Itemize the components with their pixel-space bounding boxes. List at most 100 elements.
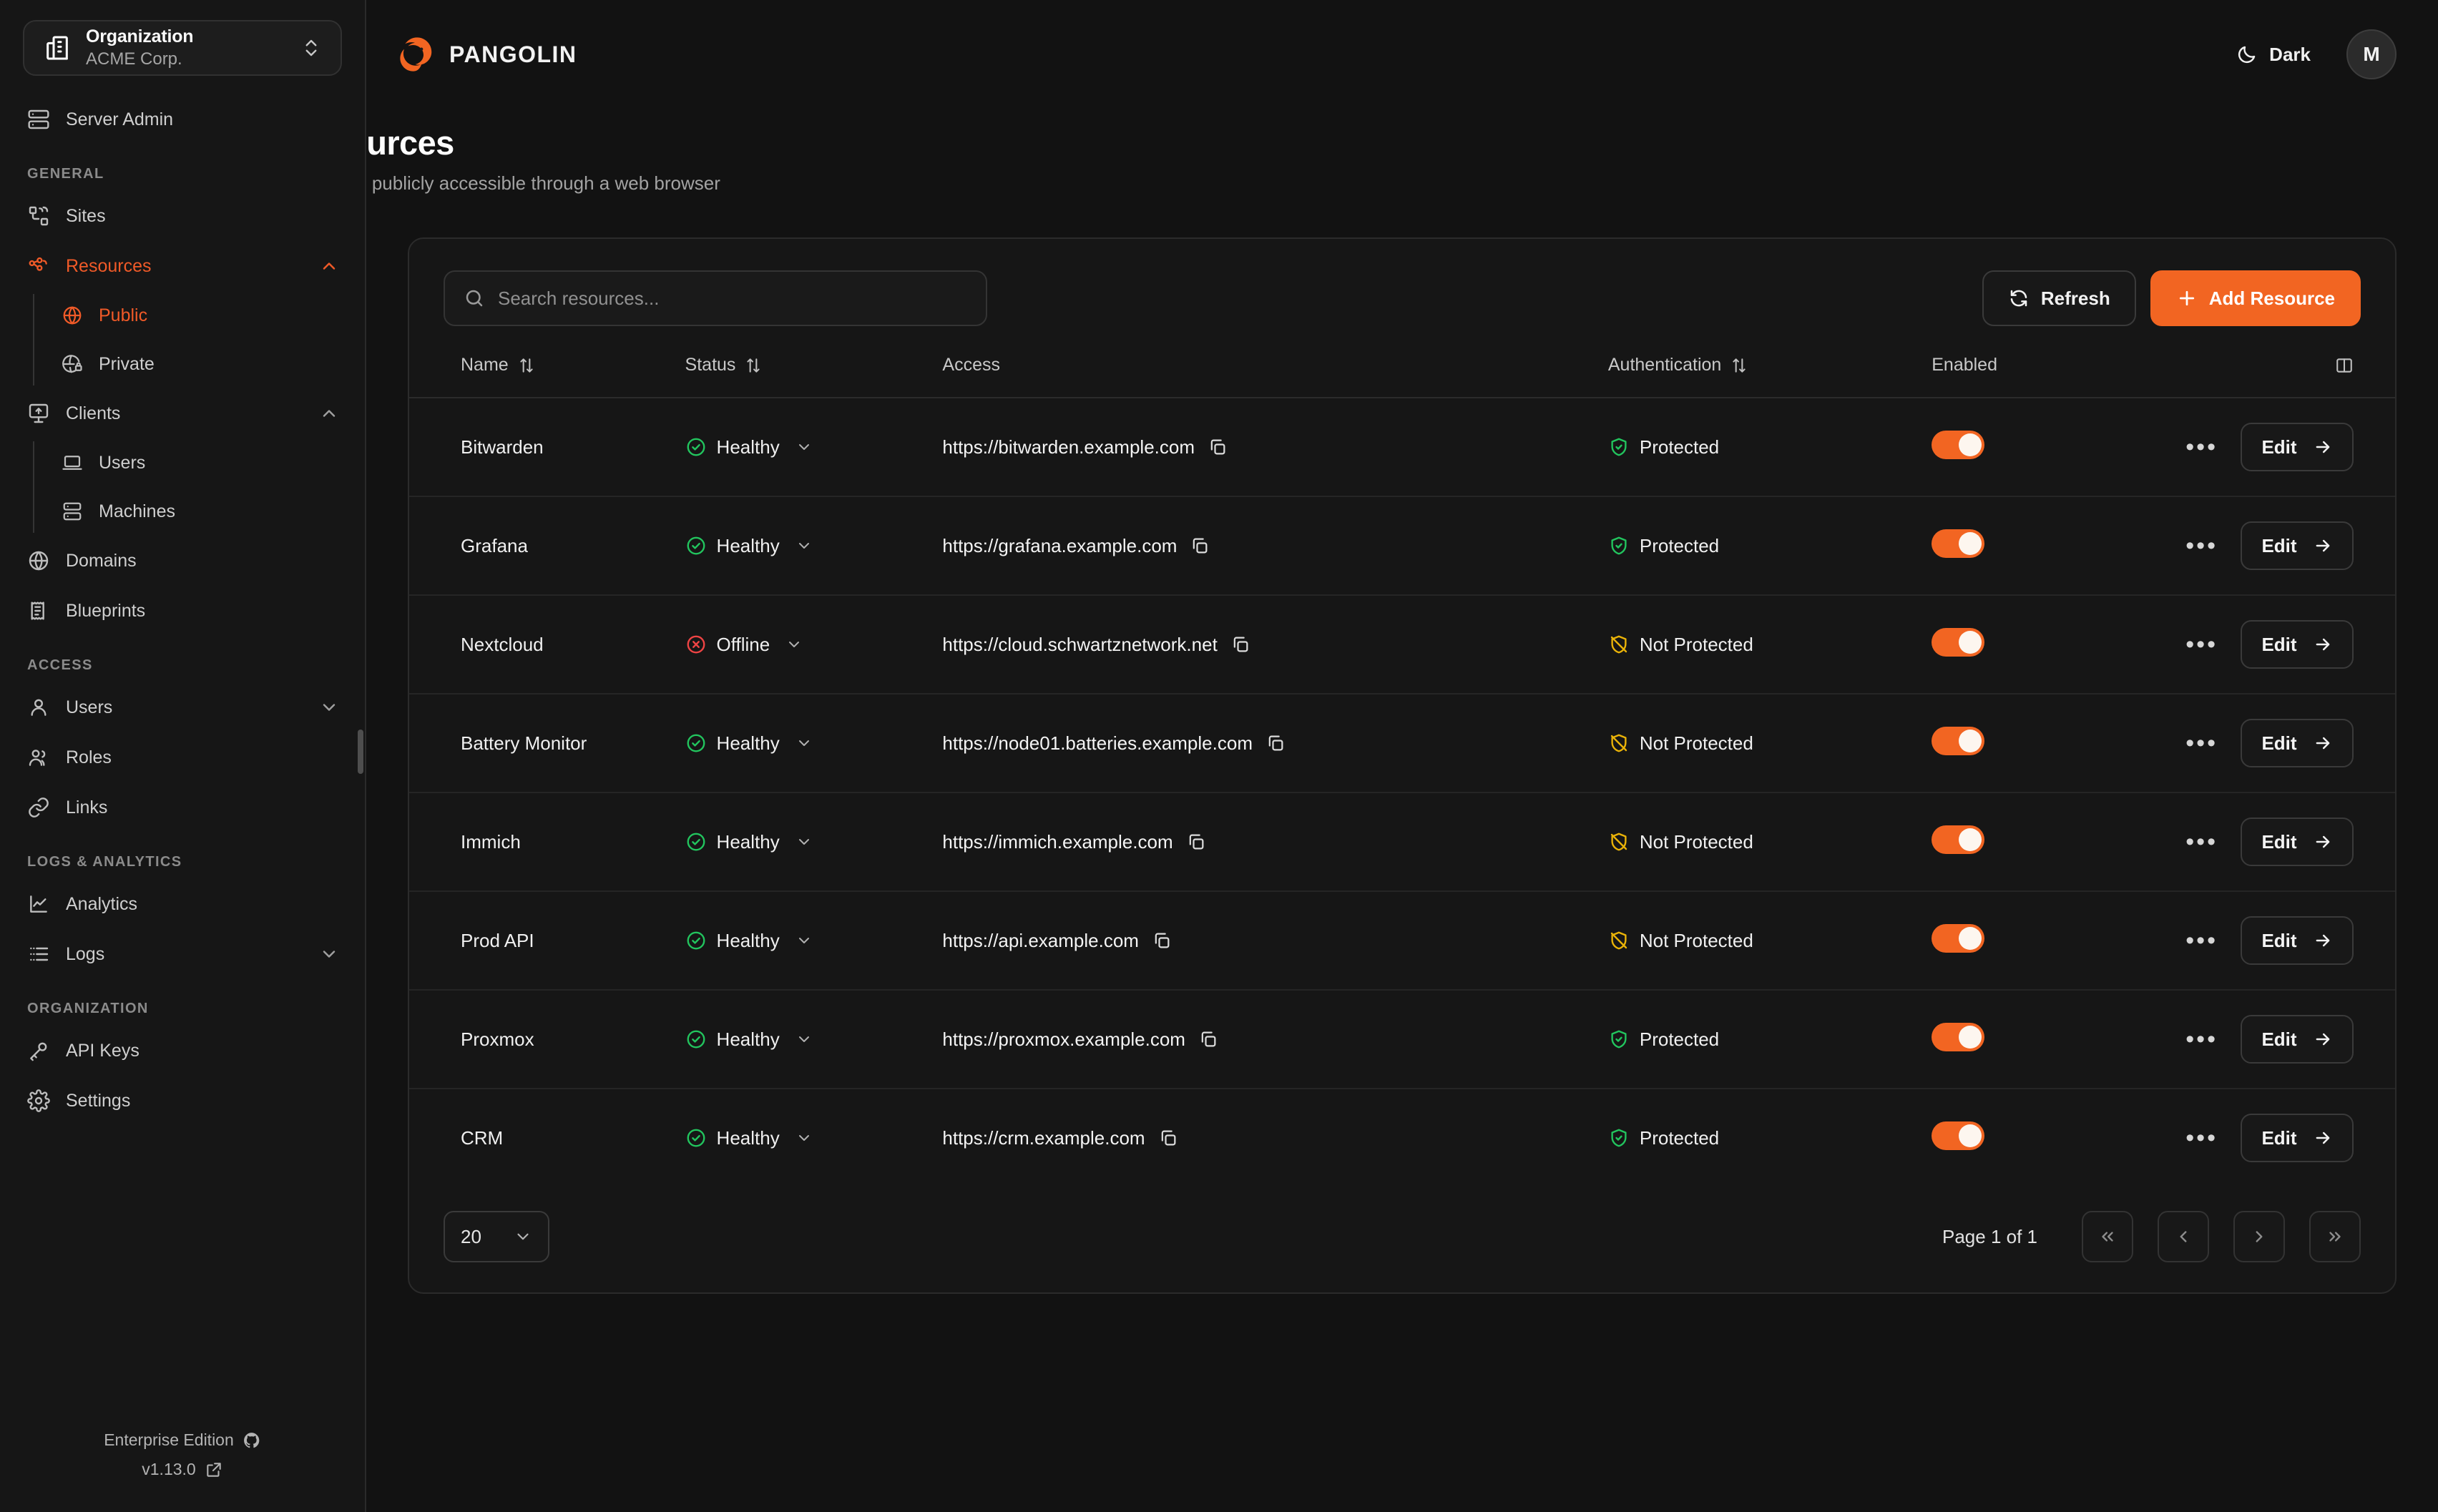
edit-button[interactable]: Edit bbox=[2241, 818, 2354, 866]
enabled-toggle[interactable] bbox=[1932, 529, 1985, 558]
copy-icon[interactable] bbox=[1265, 733, 1286, 753]
column-header-authentication[interactable]: Authentication bbox=[1607, 346, 1932, 398]
cell-authentication: Not Protected bbox=[1607, 694, 1932, 793]
resource-url[interactable]: https://crm.example.com bbox=[942, 1126, 1145, 1149]
sidebar-item-blueprints[interactable]: Blueprints bbox=[0, 586, 365, 636]
copy-icon[interactable] bbox=[1186, 832, 1206, 852]
resource-url[interactable]: https://node01.batteries.example.com bbox=[942, 732, 1253, 754]
chevron-up-icon bbox=[319, 403, 339, 423]
sidebar-item-server-admin[interactable]: Server Admin bbox=[0, 94, 365, 144]
sidebar-item-links[interactable]: Links bbox=[0, 782, 365, 833]
copy-icon[interactable] bbox=[1208, 437, 1228, 457]
cell-status: Healthy bbox=[685, 990, 943, 1089]
edition-link[interactable]: Enterprise Edition bbox=[0, 1430, 365, 1450]
copy-icon[interactable] bbox=[1230, 634, 1250, 654]
sidebar-item-analytics[interactable]: Analytics bbox=[0, 879, 365, 929]
enabled-toggle[interactable] bbox=[1932, 923, 1985, 953]
previous-page-button[interactable] bbox=[2158, 1211, 2209, 1262]
enabled-toggle[interactable] bbox=[1932, 430, 1985, 459]
row-menu-button[interactable]: ••• bbox=[2185, 926, 2218, 954]
resource-url[interactable]: https://grafana.example.com bbox=[942, 534, 1178, 556]
search-input-wrapper[interactable] bbox=[444, 270, 987, 326]
table-row[interactable]: Nextcloud Offline https://cloud.schwartzne… bbox=[409, 595, 2395, 694]
row-menu-button[interactable]: ••• bbox=[2185, 729, 2218, 757]
column-header-status[interactable]: Status bbox=[685, 346, 943, 398]
brand-logo-link[interactable]: PANGOLIN bbox=[398, 35, 577, 74]
enabled-toggle[interactable] bbox=[1932, 627, 1985, 657]
page-size-select[interactable]: 20 bbox=[444, 1211, 549, 1262]
enabled-toggle[interactable] bbox=[1932, 825, 1985, 854]
resource-url[interactable]: https://proxmox.example.com bbox=[942, 1028, 1185, 1050]
resource-url[interactable]: https://bitwarden.example.com bbox=[942, 436, 1195, 458]
status-badge[interactable]: Healthy bbox=[685, 535, 943, 557]
column-header-name[interactable]: Name bbox=[409, 346, 685, 398]
copy-icon[interactable] bbox=[1158, 1128, 1178, 1148]
refresh-button[interactable]: Refresh bbox=[1982, 270, 2136, 326]
sidebar-item-label: Links bbox=[66, 797, 108, 818]
edit-button[interactable]: Edit bbox=[2241, 423, 2354, 471]
resource-url[interactable]: https://immich.example.com bbox=[942, 830, 1173, 853]
table-row[interactable]: Proxmox Healthy https://proxmox.example.co… bbox=[409, 990, 2395, 1089]
row-menu-button[interactable]: ••• bbox=[2185, 531, 2218, 559]
copy-icon[interactable] bbox=[1152, 931, 1172, 951]
copy-icon[interactable] bbox=[1198, 1029, 1218, 1049]
shield-not-protected-icon bbox=[1608, 634, 1630, 655]
edit-button[interactable]: Edit bbox=[2241, 1114, 2354, 1162]
sidebar-item-client-users[interactable]: Users bbox=[54, 438, 365, 487]
status-badge[interactable]: Healthy bbox=[685, 1127, 943, 1149]
row-menu-button[interactable]: ••• bbox=[2185, 1025, 2218, 1053]
status-badge[interactable]: Healthy bbox=[685, 436, 943, 458]
last-page-button[interactable] bbox=[2309, 1211, 2361, 1262]
row-menu-button[interactable]: ••• bbox=[2185, 433, 2218, 461]
org-switcher[interactable]: Organization ACME Corp. bbox=[23, 20, 342, 76]
status-badge[interactable]: Healthy bbox=[685, 732, 943, 755]
sidebar-item-api-keys[interactable]: API Keys bbox=[0, 1026, 365, 1076]
enabled-toggle[interactable] bbox=[1932, 726, 1985, 755]
edit-button[interactable]: Edit bbox=[2241, 719, 2354, 767]
row-menu-button[interactable]: ••• bbox=[2185, 1124, 2218, 1152]
edit-button[interactable]: Edit bbox=[2241, 1015, 2354, 1064]
sidebar-item-logs[interactable]: Logs bbox=[0, 929, 365, 979]
sidebar-item-machines[interactable]: Machines bbox=[54, 487, 365, 536]
refresh-label: Refresh bbox=[2040, 287, 2110, 309]
table-row[interactable]: Bitwarden Healthy https://bitwarden.exampl… bbox=[409, 398, 2395, 497]
add-resource-button[interactable]: Add Resource bbox=[2150, 270, 2361, 326]
edit-button[interactable]: Edit bbox=[2241, 620, 2354, 669]
avatar[interactable]: M bbox=[2346, 29, 2397, 79]
table-row[interactable]: Prod API Healthy https://api.example.com No… bbox=[409, 891, 2395, 991]
enabled-toggle[interactable] bbox=[1932, 1022, 1985, 1051]
arrow-right-icon bbox=[2313, 634, 2333, 654]
sidebar-item-sites[interactable]: Sites bbox=[0, 191, 365, 241]
sidebar-item-public[interactable]: Public bbox=[54, 291, 365, 340]
first-page-button[interactable] bbox=[2082, 1211, 2133, 1262]
sidebar-item-users[interactable]: Users bbox=[0, 682, 365, 732]
search-input[interactable] bbox=[498, 287, 967, 310]
status-badge[interactable]: Offline bbox=[685, 634, 943, 656]
status-badge[interactable]: Healthy bbox=[685, 1029, 943, 1051]
next-page-button[interactable] bbox=[2233, 1211, 2285, 1262]
status-badge[interactable]: Healthy bbox=[685, 831, 943, 853]
copy-icon[interactable] bbox=[1190, 536, 1210, 556]
sidebar-item-settings[interactable]: Settings bbox=[0, 1076, 365, 1126]
table-row[interactable]: Grafana Healthy https://grafana.example.co… bbox=[409, 496, 2395, 596]
status-badge[interactable]: Healthy bbox=[685, 930, 943, 952]
theme-toggle[interactable]: Dark bbox=[2236, 44, 2311, 66]
row-menu-button[interactable]: ••• bbox=[2185, 630, 2218, 658]
table-row[interactable]: CRM Healthy https://crm.example.com Protect… bbox=[409, 1089, 2395, 1187]
columns-panel-icon[interactable] bbox=[2335, 356, 2354, 375]
table-row[interactable]: Immich Healthy https://immich.example.com N… bbox=[409, 792, 2395, 892]
table-row[interactable]: Battery Monitor Healthy https://node01.bat… bbox=[409, 694, 2395, 793]
sidebar-item-resources[interactable]: Resources bbox=[0, 241, 365, 291]
edit-button[interactable]: Edit bbox=[2241, 916, 2354, 965]
version-link[interactable]: v1.13.0 bbox=[0, 1460, 365, 1479]
sidebar-item-roles[interactable]: Roles bbox=[0, 732, 365, 782]
edit-button[interactable]: Edit bbox=[2241, 521, 2354, 570]
enabled-toggle[interactable] bbox=[1932, 1121, 1985, 1150]
sidebar-item-domains[interactable]: Domains bbox=[0, 536, 365, 586]
row-menu-button[interactable]: ••• bbox=[2185, 828, 2218, 855]
sidebar-item-private[interactable]: Private bbox=[54, 340, 365, 388]
resource-url[interactable]: https://cloud.schwartznetwork.net bbox=[942, 633, 1218, 655]
sidebar-scrollbar[interactable] bbox=[358, 730, 363, 774]
resource-url[interactable]: https://api.example.com bbox=[942, 929, 1139, 951]
sidebar-item-clients[interactable]: Clients bbox=[0, 388, 365, 438]
